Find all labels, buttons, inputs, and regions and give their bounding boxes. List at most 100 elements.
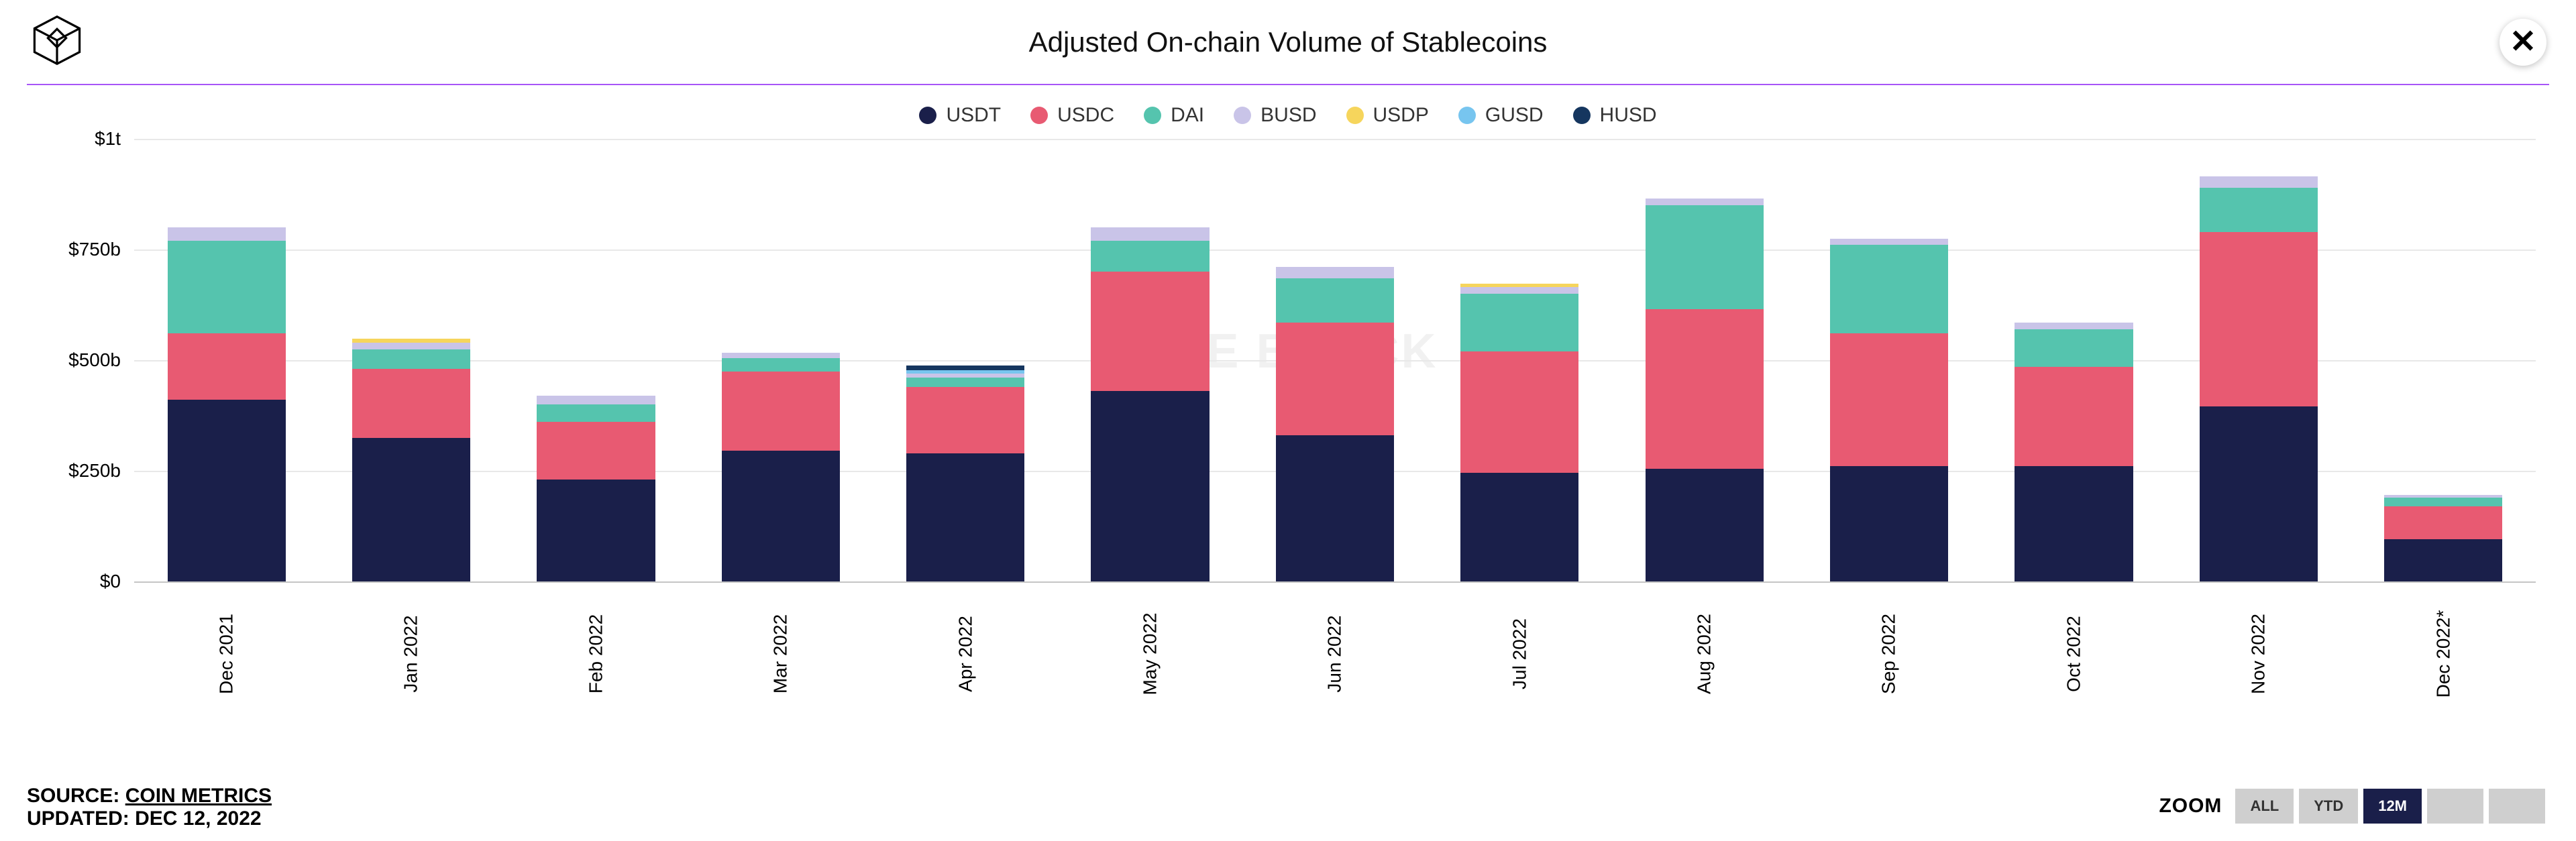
- bar-stack: [1646, 199, 1764, 581]
- bar-column[interactable]: [1242, 139, 1427, 581]
- bar-column[interactable]: [134, 139, 319, 581]
- bar-segment-busd: [2015, 323, 2133, 329]
- chart-header: Adjusted On-chain Volume of Stablecoins …: [0, 0, 2576, 78]
- bar-segment-dai: [1091, 241, 1209, 272]
- bar-segment-usdc: [1091, 272, 1209, 391]
- bar-stack: [352, 339, 470, 581]
- bar-column[interactable]: [319, 139, 503, 581]
- legend-label: BUSD: [1260, 104, 1316, 127]
- bar-stack: [168, 227, 286, 581]
- bar-segment-usdc: [168, 333, 286, 400]
- legend-item-gusd[interactable]: GUSD: [1458, 104, 1544, 127]
- bar-segment-usdc: [1276, 323, 1394, 435]
- legend-item-usdt[interactable]: USDT: [919, 104, 1001, 127]
- zoom-button-blank[interactable]: [2427, 789, 2483, 824]
- bar-column[interactable]: [2351, 139, 2536, 581]
- bar-segment-busd: [1830, 239, 1948, 245]
- x-tick-label: Sep 2022: [1822, 561, 1956, 746]
- bar-segment-dai: [168, 241, 286, 334]
- y-axis: $0$250b$500b$750b$1t: [40, 139, 127, 581]
- bar-segment-usdc: [722, 372, 840, 451]
- bar-column[interactable]: [2166, 139, 2351, 581]
- zoom-button-blank[interactable]: [2489, 789, 2545, 824]
- y-tick: $250b: [68, 460, 121, 482]
- legend-swatch: [1573, 107, 1591, 124]
- chart-legend: USDT USDC DAI BUSD USDP GUSD HUSD: [0, 85, 2576, 136]
- legend-item-dai[interactable]: DAI: [1144, 104, 1204, 127]
- x-tick-label: Dec 2021: [160, 561, 294, 746]
- zoom-button-12m[interactable]: 12M: [2363, 789, 2422, 824]
- bar-stack: [722, 353, 840, 581]
- bar-segment-dai: [2384, 498, 2502, 506]
- bar-column[interactable]: [1796, 139, 1981, 581]
- bar-segment-busd: [1276, 267, 1394, 278]
- legend-item-usdp[interactable]: USDP: [1346, 104, 1429, 127]
- bar-segment-usdt: [1091, 391, 1209, 581]
- bar-segment-dai: [1646, 205, 1764, 309]
- bar-stack: [1276, 267, 1394, 581]
- chart-title: Adjusted On-chain Volume of Stablecoins: [1029, 26, 1548, 58]
- source-label: SOURCE:: [27, 785, 119, 807]
- bar-segment-dai: [906, 378, 1024, 386]
- x-axis-labels: Dec 2021Jan 2022Feb 2022Mar 2022Apr 2022…: [134, 587, 2536, 721]
- bar-column[interactable]: [688, 139, 873, 581]
- x-tick-label: Feb 2022: [529, 561, 663, 746]
- bar-column[interactable]: [1982, 139, 2166, 581]
- bar-segment-busd: [2200, 176, 2318, 188]
- zoom-button-all[interactable]: ALL: [2235, 789, 2294, 824]
- bar-segment-dai: [2200, 188, 2318, 232]
- bar-column[interactable]: [873, 139, 1058, 581]
- bar-column[interactable]: [504, 139, 688, 581]
- bar-segment-dai: [352, 349, 470, 370]
- bar-segment-usdt: [168, 400, 286, 581]
- bar-segment-usdc: [537, 422, 655, 480]
- bar-segment-usdc: [1646, 309, 1764, 469]
- bar-segment-busd: [906, 374, 1024, 378]
- chart-footer: SOURCE: COIN METRICS UPDATED: DEC 12, 20…: [27, 785, 272, 830]
- bars-container: [134, 139, 2536, 581]
- zoom-button-ytd[interactable]: YTD: [2299, 789, 2358, 824]
- legend-swatch: [1234, 107, 1251, 124]
- bar-segment-busd: [168, 227, 286, 241]
- x-tick-label: Aug 2022: [1638, 561, 1772, 746]
- bar-segment-usdt: [1276, 435, 1394, 581]
- bar-segment-busd: [352, 343, 470, 349]
- bar-segment-dai: [1276, 278, 1394, 323]
- bar-column[interactable]: [1612, 139, 1796, 581]
- legend-label: USDC: [1057, 104, 1114, 127]
- zoom-controls: ZOOM ALLYTD12M: [2159, 789, 2545, 824]
- bar-segment-usdc: [1830, 333, 1948, 466]
- close-button[interactable]: ✕: [2500, 19, 2546, 66]
- y-tick: $750b: [68, 239, 121, 260]
- bar-segment-usdt: [2200, 406, 2318, 581]
- bar-stack: [1460, 284, 1578, 581]
- bar-segment-dai: [1460, 294, 1578, 351]
- legend-swatch: [1030, 107, 1048, 124]
- bar-column[interactable]: [1058, 139, 1242, 581]
- source-link[interactable]: COIN METRICS: [125, 785, 272, 807]
- legend-swatch: [919, 107, 936, 124]
- bar-segment-usdc: [352, 369, 470, 437]
- bar-segment-usdc: [2015, 367, 2133, 467]
- bar-segment-dai: [722, 358, 840, 372]
- bar-segment-busd: [1460, 287, 1578, 294]
- bar-segment-usdc: [2384, 506, 2502, 540]
- legend-label: HUSD: [1600, 104, 1657, 127]
- x-tick-label: Dec 2022*: [2376, 561, 2510, 746]
- updated-label: UPDATED:: [27, 807, 129, 830]
- x-tick-label: Jun 2022: [1268, 561, 1402, 746]
- x-tick-label: May 2022: [1083, 561, 1218, 746]
- x-tick-label: Jul 2022: [1452, 561, 1587, 746]
- bar-stack: [2200, 176, 2318, 581]
- legend-item-usdc[interactable]: USDC: [1030, 104, 1114, 127]
- bar-stack: [1091, 227, 1209, 581]
- bar-segment-busd: [722, 353, 840, 358]
- bar-segment-usdc: [1460, 351, 1578, 473]
- stacked-bar-chart: THE BLOCK $0$250b$500b$750b$1t Dec 2021J…: [40, 139, 2536, 622]
- legend-item-husd[interactable]: HUSD: [1573, 104, 1657, 127]
- bar-column[interactable]: [1428, 139, 1612, 581]
- bar-segment-usdc: [2200, 232, 2318, 407]
- legend-item-busd[interactable]: BUSD: [1234, 104, 1316, 127]
- bar-segment-busd: [1646, 199, 1764, 205]
- x-tick-label: Apr 2022: [898, 561, 1032, 746]
